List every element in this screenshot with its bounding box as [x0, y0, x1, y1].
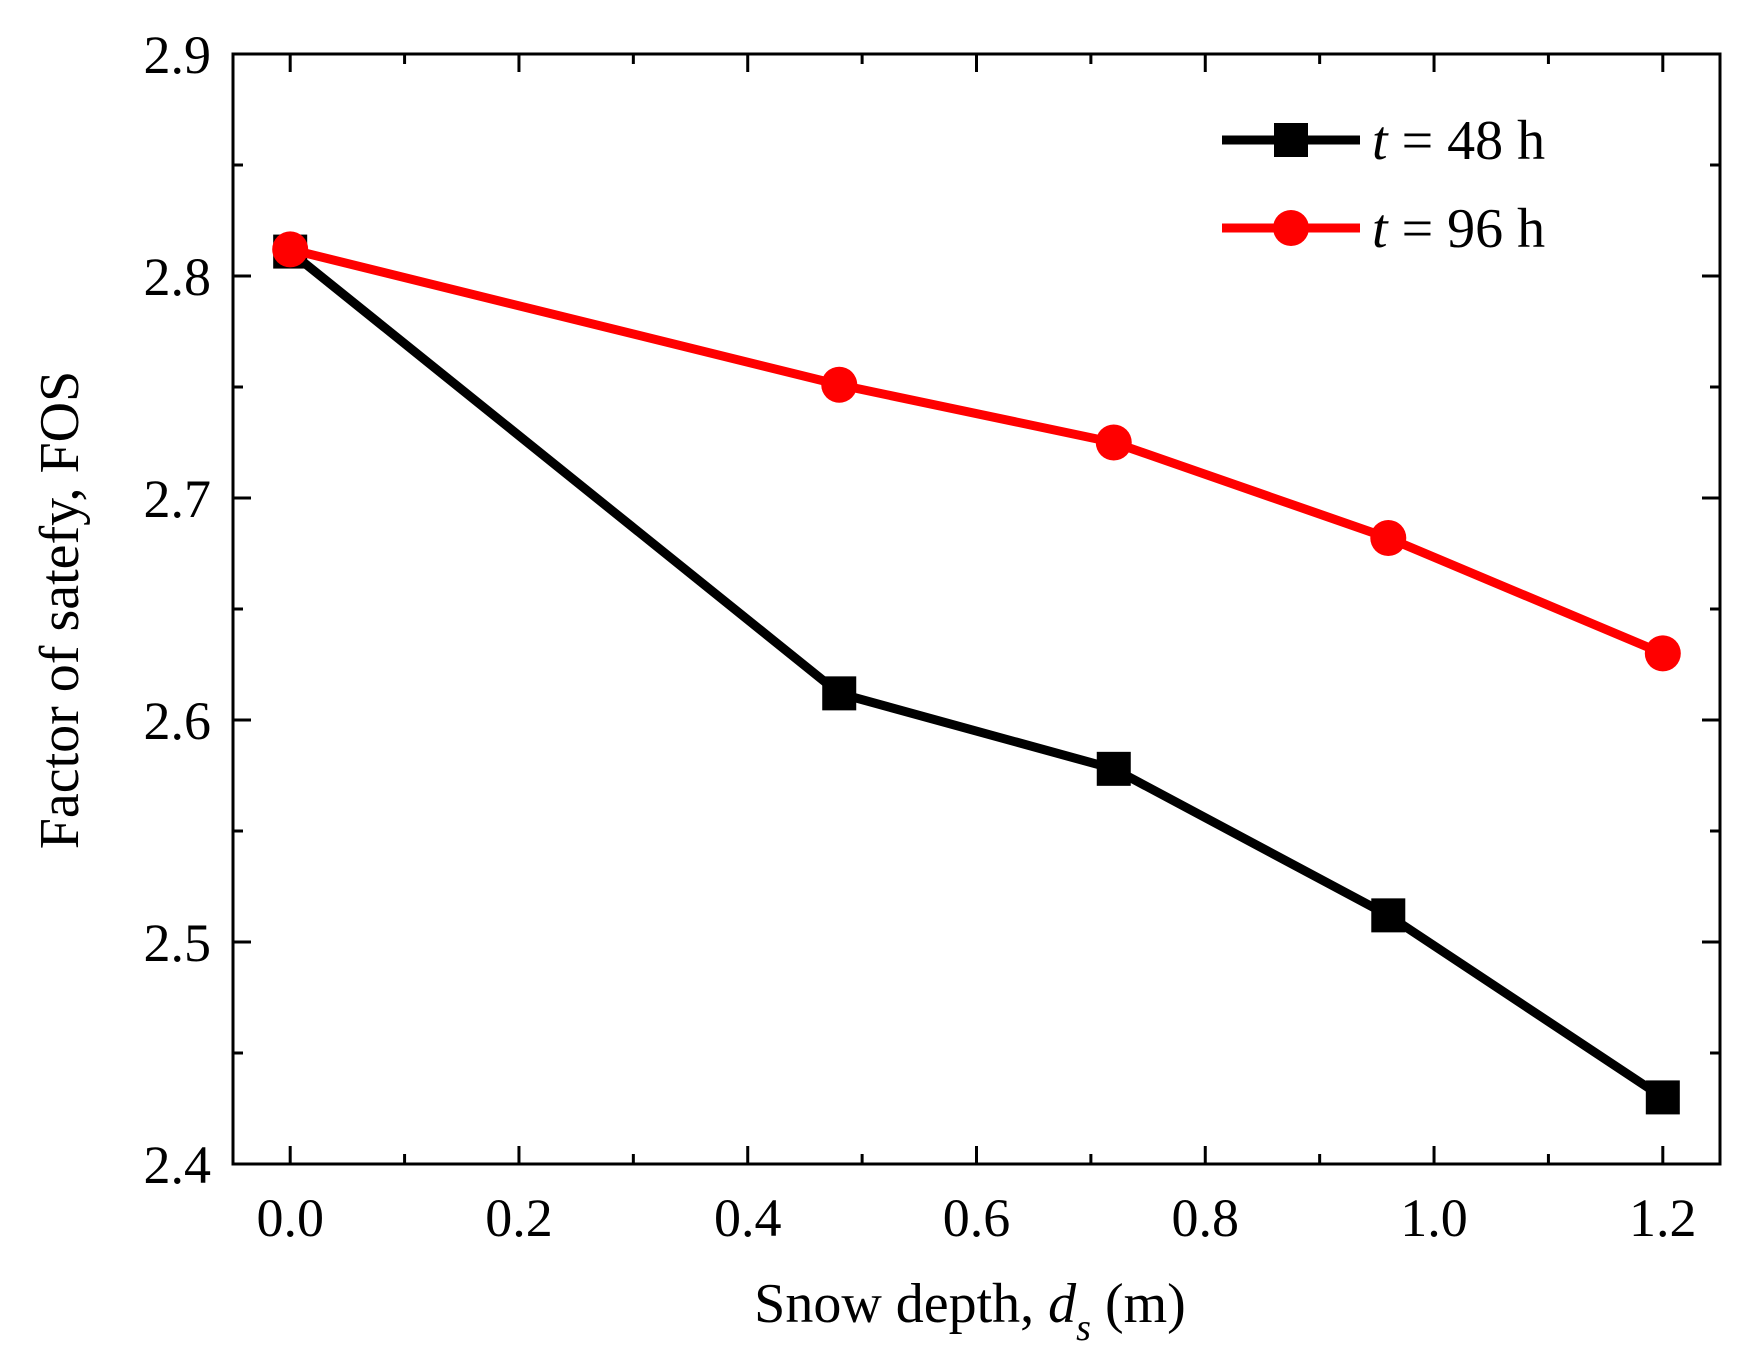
data-point: [1095, 424, 1132, 461]
legend: t = 48 h t = 96 h: [1222, 110, 1545, 260]
y-tick-label: 2.6: [144, 691, 212, 751]
tick-labels: 0.0 0.2 0.4 0.6 0.8 1.0 1.2 2.4 2.5 2.6 2.7 2.8 2.9: [144, 25, 1697, 1248]
x-tick-label: 0.4: [714, 1188, 782, 1248]
y-tick-label: 2.8: [144, 247, 212, 307]
legend-entry-1: t = 48 h: [1222, 110, 1545, 172]
legend-label: t = 96 h: [1372, 198, 1545, 260]
y-tick-label: 2.9: [144, 25, 212, 85]
data-point: [1644, 635, 1681, 672]
legend-marker: [1274, 123, 1308, 157]
series-2: [272, 231, 1681, 672]
series-line: [287, 248, 1666, 1102]
data-point: [1645, 1080, 1680, 1115]
x-tick-label: 0.6: [943, 1188, 1011, 1248]
data-point: [1371, 898, 1406, 933]
x-tick-label: 1.0: [1400, 1188, 1468, 1248]
y-tick-label: 2.7: [144, 469, 212, 529]
legend-label: t = 48 h: [1372, 110, 1545, 172]
data-point: [1370, 519, 1407, 556]
series-layer: [272, 231, 1681, 1115]
legend-marker: [1273, 210, 1309, 246]
x-tick-label: 1.2: [1629, 1188, 1697, 1248]
data-point: [822, 676, 857, 711]
x-tick-label: 0.8: [1172, 1188, 1240, 1248]
x-axis-title: Snow depth, ds (m): [754, 1273, 1186, 1349]
legend-entry-2: t = 96 h: [1222, 198, 1545, 260]
data-point: [821, 366, 858, 403]
y-tick-label: 2.4: [144, 1135, 212, 1195]
series-1: [273, 234, 1680, 1115]
x-tick-label: 0.2: [485, 1188, 553, 1248]
data-point: [272, 231, 309, 268]
y-tick-label: 2.5: [144, 913, 212, 973]
y-axis-title: Factor of satefy, FOS: [29, 371, 91, 850]
data-point: [1096, 751, 1131, 786]
series-line: [289, 244, 1665, 658]
plot-frame: [231, 52, 1722, 1166]
x-tick-label: 0.0: [256, 1188, 324, 1248]
